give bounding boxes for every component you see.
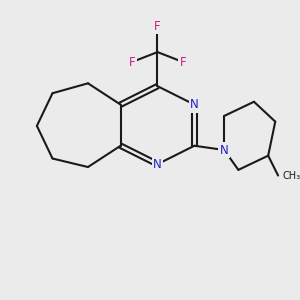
Text: F: F — [180, 56, 186, 68]
Text: N: N — [153, 158, 162, 171]
Text: N: N — [220, 143, 229, 157]
Text: N: N — [190, 98, 199, 111]
Text: CH₃: CH₃ — [282, 170, 300, 181]
Text: F: F — [154, 20, 161, 33]
Text: F: F — [129, 56, 135, 68]
